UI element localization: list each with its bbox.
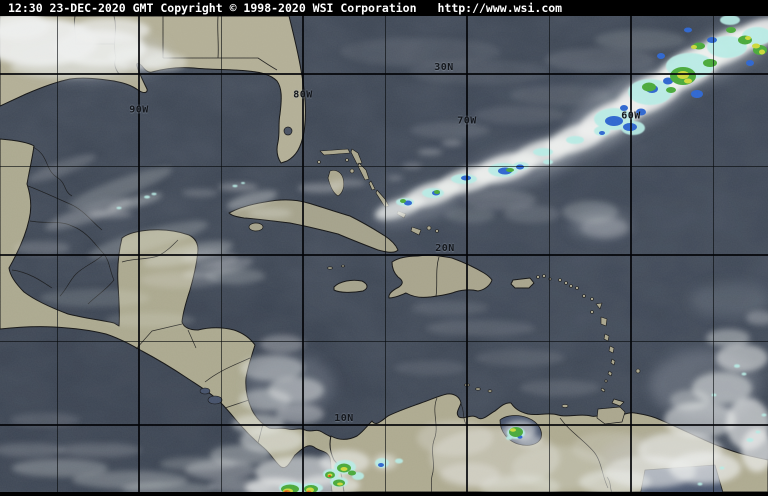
grid-longitude-label: 60W [621,110,641,122]
grid-latitude-label: 10N [334,413,354,424]
parallel-line [0,73,768,75]
grid-longitude-label: 70W [457,115,477,127]
copyright-text: Copyright © 1998-2020 WSI Corporation [160,1,417,15]
header-bar: 12:30 23-DEC-2020 GMT Copyright © 1998-2… [0,0,768,16]
url-text: http://www.wsi.com [437,1,563,15]
parallel-line [0,424,768,426]
parallel-line [0,341,768,342]
parallel-line [0,254,768,256]
grid-longitude-label: 80W [293,89,313,101]
timestamp-text: 12:30 23-DEC-2020 GMT [8,1,154,15]
grid-latitude-label: 20N [435,243,455,254]
footer-bar [0,492,768,496]
parallel-line [0,166,768,167]
grid-longitude-label: 90W [129,104,149,116]
grid-latitude-label: 30N [434,62,454,73]
